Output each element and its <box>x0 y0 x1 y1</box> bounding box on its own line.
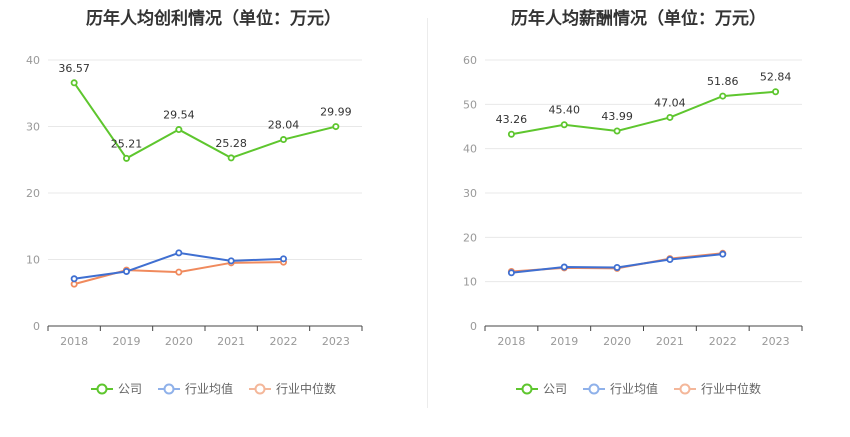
series-line <box>511 90 776 136</box>
data-point <box>279 136 287 144</box>
data-point <box>613 127 621 135</box>
x-tick-label: 2021 <box>656 335 684 348</box>
data-point <box>227 257 235 265</box>
x-tick-label: 2022 <box>270 335 298 348</box>
data-point <box>70 280 78 288</box>
x-tick-label: 2021 <box>217 335 245 348</box>
data-point <box>279 255 287 263</box>
data-label: 43.26 <box>496 113 528 126</box>
legend-label: 公司 <box>117 382 142 396</box>
y-tick-label: 20 <box>463 231 477 244</box>
data-point <box>772 88 780 96</box>
data-label: 25.28 <box>215 137 247 150</box>
legend-line-icon <box>90 383 113 394</box>
data-point <box>123 154 131 162</box>
data-point <box>123 267 131 275</box>
legend-label: 行业中位数 <box>276 382 337 396</box>
data-point <box>175 126 183 134</box>
data-label: 45.40 <box>549 104 581 117</box>
y-tick-label: 30 <box>463 187 477 200</box>
data-label: 25.21 <box>111 137 143 150</box>
y-tick-label: 50 <box>463 98 477 111</box>
legend-item-industry-mean[interactable]: 行业均值 <box>157 380 233 397</box>
data-point <box>666 255 674 263</box>
data-point <box>719 250 727 258</box>
data-point <box>613 263 621 271</box>
gridlines <box>485 59 802 283</box>
data-label: 36.57 <box>58 62 90 75</box>
chart-title: 历年人均创利情况（单位：万元） <box>86 9 341 29</box>
y-tick-label: 0 <box>470 320 477 333</box>
series-0: 43.26 45.40 43.99 47.04 51.86 52.84 <box>496 71 792 138</box>
legend-label: 行业中位数 <box>701 382 762 396</box>
series-0: 36.57 25.21 29.54 25.28 28.04 29.99 <box>58 62 352 162</box>
y-tick-label: 40 <box>26 54 40 67</box>
x-tick-label: 2019 <box>113 335 141 348</box>
y-tick-label: 30 <box>26 121 40 134</box>
legend-line-icon <box>157 383 180 394</box>
data-point <box>175 249 183 257</box>
data-point <box>507 130 515 138</box>
legend: 公司 行业均值 行业中位数 <box>427 380 850 397</box>
legend-item-industry-median[interactable]: 行业中位数 <box>674 380 761 397</box>
data-label: 29.99 <box>320 106 352 119</box>
series-1 <box>70 249 287 283</box>
data-point <box>507 269 515 277</box>
y-tick-label: 20 <box>26 187 40 200</box>
panel-divider <box>427 18 428 408</box>
legend-item-company[interactable]: 公司 <box>515 380 567 397</box>
data-label: 28.04 <box>268 119 300 132</box>
legend-item-company[interactable]: 公司 <box>90 380 142 397</box>
series-1 <box>507 250 727 277</box>
x-tick-label: 2018 <box>497 335 525 348</box>
series-line <box>73 82 337 160</box>
left-chart-panel: 历年人均创利情况（单位：万元） 0 10 20 30 40 2018 2019 2020 202… <box>0 9 427 397</box>
chart-title: 历年人均薪酬情况（单位：万元） <box>511 9 766 29</box>
legend-line-icon <box>582 383 605 394</box>
gridlines <box>48 59 362 260</box>
legend-item-industry-mean[interactable]: 行业均值 <box>582 380 658 397</box>
y-tick-label: 0 <box>33 320 40 333</box>
x-tick-label: 2018 <box>60 335 88 348</box>
data-point <box>560 121 568 129</box>
data-label: 29.54 <box>163 109 195 122</box>
x-tick-label: 2022 <box>709 335 737 348</box>
y-tick-label: 60 <box>463 54 477 67</box>
x-tick-label: 2019 <box>550 335 578 348</box>
data-point <box>70 79 78 87</box>
legend-item-industry-median[interactable]: 行业中位数 <box>249 380 336 397</box>
x-tick-label: 2023 <box>762 335 790 348</box>
data-label: 47.04 <box>654 96 686 109</box>
y-tick-label: 40 <box>463 143 477 156</box>
data-label: 43.99 <box>601 110 633 123</box>
legend: 公司 行业均值 行业中位数 <box>0 380 427 397</box>
x-tick-label: 2020 <box>603 335 631 348</box>
data-point <box>666 113 674 121</box>
legend-label: 行业均值 <box>184 382 233 396</box>
legend-line-icon <box>674 383 696 394</box>
data-point <box>560 263 568 271</box>
data-label: 51.86 <box>707 75 739 88</box>
salary-per-capita-chart: 0 10 20 30 40 50 60 2018 2019 2020 2021 2022 2023 43.… <box>463 54 803 348</box>
legend-line-icon <box>515 383 538 394</box>
legend-label: 行业均值 <box>609 382 658 396</box>
series-2 <box>70 258 287 288</box>
data-point <box>332 123 340 131</box>
data-label: 52.84 <box>760 71 792 84</box>
legend-line-icon <box>249 383 271 394</box>
y-tick-label: 10 <box>26 254 40 267</box>
x-tick-label: 2020 <box>165 335 193 348</box>
data-point <box>719 92 727 100</box>
data-point <box>227 154 235 162</box>
legend-label: 公司 <box>542 382 567 396</box>
data-point <box>175 268 183 276</box>
profit-per-capita-chart: 0 10 20 30 40 2018 2019 2020 2021 2022 2023 36.57 25… <box>26 54 363 348</box>
data-point <box>70 275 78 283</box>
x-tick-label: 2023 <box>322 335 350 348</box>
right-chart-panel: 历年人均薪酬情况（单位：万元） 0 10 20 30 40 50 60 2018 2019 202… <box>427 0 850 437</box>
y-tick-label: 10 <box>463 276 477 289</box>
